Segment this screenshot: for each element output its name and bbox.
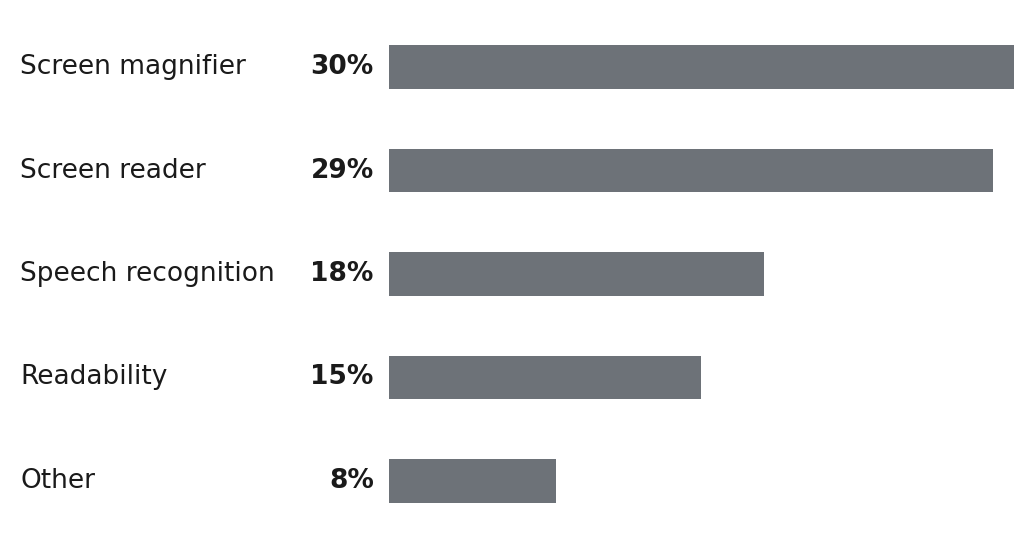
Text: 30%: 30%: [310, 54, 374, 80]
Text: Speech recognition: Speech recognition: [20, 261, 275, 287]
Bar: [389, 149, 993, 192]
Text: 8%: 8%: [329, 468, 374, 494]
Text: Readability: Readability: [20, 364, 168, 390]
Bar: [389, 356, 701, 399]
Text: 29%: 29%: [310, 158, 374, 184]
Bar: [389, 45, 1014, 89]
Text: Other: Other: [20, 468, 95, 494]
Bar: [389, 252, 764, 296]
Text: 18%: 18%: [310, 261, 374, 287]
Text: 15%: 15%: [310, 364, 374, 390]
Text: Screen reader: Screen reader: [20, 158, 206, 184]
Bar: [389, 459, 556, 503]
Text: Screen magnifier: Screen magnifier: [20, 54, 247, 80]
